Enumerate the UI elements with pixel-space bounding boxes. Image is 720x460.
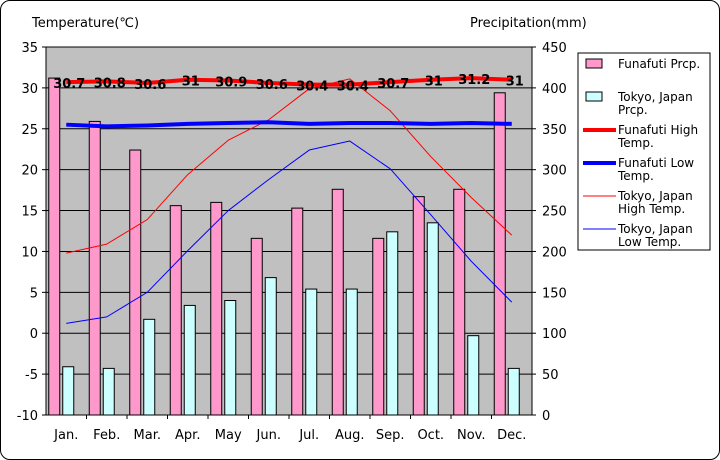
x-tick-label: Feb. [93,428,120,443]
left-axis-title: Temperature(℃) [31,16,139,31]
bars [48,77,520,416]
right-tick-label: 150 [542,286,567,301]
grid-lines [46,87,532,375]
legend-label: High Temp. [618,202,685,216]
x-tick-label: Mar. [134,428,161,443]
bar-tokyo-prcp [507,367,520,416]
left-tick-label: 15 [21,205,38,220]
bar-tokyo-prcp [224,300,237,416]
data-label: 30.4 [337,80,369,95]
bar-tokyo-prcp [264,277,277,416]
bar-funafuti-prcp [169,205,182,416]
left-tick-label: 5 [30,286,38,301]
data-label: 30.4 [296,80,328,95]
legend: Funafuti Prcp.Tokyo, JapanPrcp.Funafuti … [577,52,711,251]
right-tick-label: 350 [542,123,567,138]
bar-funafuti-prcp [291,207,304,416]
legend-label: Funafuti Prcp. [618,57,700,71]
x-tick-label: Sep. [376,428,405,443]
bar-funafuti-prcp [210,201,223,416]
bar-funafuti-prcp [88,120,101,416]
data-label: 30.6 [134,78,166,93]
data-label: 31.2 [458,73,490,88]
x-tick-label: Apr. [175,428,200,443]
data-label: 31 [425,75,443,90]
data-label: 31 [182,75,200,90]
bar-tokyo-prcp [305,288,318,416]
bar-funafuti-prcp [129,149,142,416]
x-tick-label: Oct. [417,428,444,443]
x-tick-label: Aug. [335,428,365,443]
bar-funafuti-prcp [250,237,263,416]
plot-area [45,46,533,416]
right-tick-label: 50 [542,368,559,383]
legend-label: Funafuti High [618,123,698,137]
bar-funafuti-prcp [453,188,466,416]
x-tick-label: Jul. [298,428,319,443]
left-tick-label: 20 [21,164,38,179]
legend-label: Tokyo, Japan [617,222,693,236]
bar-tokyo-prcp [345,288,358,416]
x-tick-label: Jun. [256,428,281,443]
bar-funafuti-prcp [331,188,344,416]
left-tick-label: 25 [21,123,38,138]
legend-label: Tokyo, Japan [617,90,693,104]
legend-swatch-tokyo-japan-prcp [585,91,603,102]
legend-label: Temp. [617,136,654,150]
legend-label: Prcp. [618,103,648,117]
left-tick-label: 35 [21,41,38,56]
legend-label: Tokyo, Japan [617,189,693,203]
data-label: 30.8 [94,76,126,91]
legend-box [577,52,711,251]
data-label: 30.7 [377,77,409,92]
bar-tokyo-prcp [467,335,480,416]
bar-funafuti-prcp [493,92,506,416]
right-tick-label: 0 [542,409,550,424]
bar-funafuti-prcp [372,237,385,416]
right-tick-label: 450 [542,41,567,56]
x-tick-label: Nov. [457,428,486,443]
x-tick-label: Dec. [497,428,526,443]
right-tick-label: 400 [542,82,567,97]
x-tick-label: Jan. [53,428,78,443]
left-tick-label: 30 [21,82,38,97]
bar-tokyo-prcp [183,304,196,416]
line-tokyo-japan-low-temp [66,140,513,324]
right-axis-title: Precipitation(mm) [470,16,587,31]
data-label: 30.6 [256,78,288,93]
left-tick-label: 10 [21,245,38,260]
series-lines [66,76,513,324]
x-tick-label: May [215,428,242,443]
bar-funafuti-prcp [48,77,61,416]
data-label: 30.9 [215,76,247,91]
bar-tokyo-prcp [143,318,156,416]
right-tick-label: 300 [542,164,567,179]
legend-label: Temp. [617,169,654,183]
right-tick-label: 100 [542,327,567,342]
left-tick-label: -5 [25,368,38,383]
right-tick-label: 200 [542,245,567,260]
bar-tokyo-prcp [62,366,75,416]
right-tick-label: 250 [542,205,567,220]
line-tokyo-japan-high-temp [66,78,513,254]
left-tick-label: -10 [17,409,38,424]
bar-tokyo-prcp [386,231,399,416]
data-label: 30.7 [53,77,85,92]
legend-swatch-funafuti-prcp [585,58,603,69]
data-label: 31 [506,75,524,90]
line-funafuti-low-temp [66,120,512,129]
bar-funafuti-prcp [412,196,425,416]
data-labels: 30.7 30.8 30.6 31 30.9 30.6 30.4 30.4 30.7 31 31.2… [53,73,524,95]
left-tick-label: 0 [30,327,38,342]
axes: -10-505101520253035050100150200250300350… [17,41,567,443]
line-funafuti-high-temp [66,76,512,87]
bar-tokyo-prcp [426,222,439,416]
legend-label: Funafuti Low [618,156,694,170]
legend-label: Low Temp. [618,235,681,249]
bar-tokyo-prcp [102,367,115,416]
